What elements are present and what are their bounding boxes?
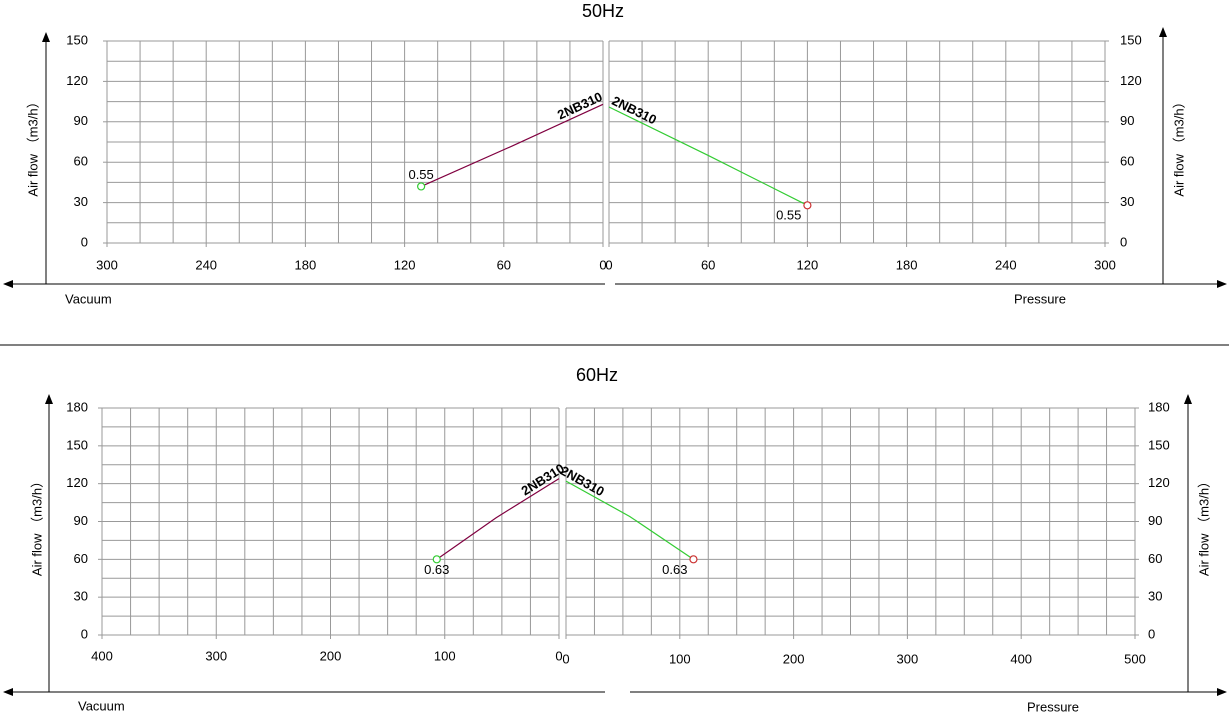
series-name: 2NB310	[519, 461, 567, 499]
x-tick-label: 300	[205, 648, 227, 663]
x-axis-label: Vacuum	[65, 291, 112, 306]
x-tick-label: 400	[1010, 651, 1032, 666]
x-tick-label: 60	[497, 257, 511, 272]
y-tick-label: 150	[66, 437, 88, 452]
x-axis-label: Pressure	[1027, 699, 1079, 714]
x-tick-label: 180	[295, 257, 317, 272]
y-tick-label: 150	[1148, 437, 1170, 452]
series-line	[608, 106, 808, 206]
x-tick-label: 500	[1124, 651, 1146, 666]
x-tick-label: 120	[394, 257, 416, 272]
y-tick-label: 30	[74, 194, 88, 209]
x-tick-label: 300	[1094, 257, 1116, 272]
y-tick-label: 180	[1148, 399, 1170, 414]
y-tick-label: 150	[1120, 32, 1142, 47]
y-tick-label: 0	[81, 626, 88, 641]
y-tick-label: 0	[81, 234, 88, 249]
point-label: 0.63	[424, 562, 449, 577]
y-axis-label: Air flow （m3/h）	[29, 475, 44, 576]
y-tick-label: 120	[66, 73, 88, 88]
y-axis-label: Air flow （m3/h）	[1196, 475, 1211, 576]
x-tick-label: 0	[555, 648, 562, 663]
x-tick-label: 200	[320, 648, 342, 663]
y-tick-label: 90	[1120, 113, 1134, 128]
y-tick-label: 60	[74, 154, 88, 169]
point-label: 0.55	[408, 167, 433, 182]
x-tick-label: 180	[896, 257, 918, 272]
y-axis-label: Air flow （m3/h）	[25, 95, 40, 196]
y-tick-label: 120	[1120, 73, 1142, 88]
operating-point	[432, 555, 441, 564]
y-tick-label: 90	[74, 513, 88, 528]
chart-title: 50Hz	[582, 1, 624, 21]
y-tick-label: 120	[66, 475, 88, 490]
y-tick-label: 0	[1120, 234, 1127, 249]
y-tick-label: 150	[66, 32, 88, 47]
point-label: 0.55	[776, 208, 801, 223]
y-tick-label: 90	[74, 113, 88, 128]
x-tick-label: 400	[91, 648, 113, 663]
y-tick-label: 30	[74, 589, 88, 604]
y-axis-label: Air flow （m3/h）	[1171, 95, 1186, 196]
x-tick-label: 240	[195, 257, 217, 272]
y-tick-label: 0	[1148, 626, 1155, 641]
x-tick-label: 0	[599, 257, 606, 272]
operating-point	[689, 555, 698, 564]
x-tick-label: 100	[669, 651, 691, 666]
series-line	[420, 103, 604, 187]
x-tick-label: 0	[605, 257, 612, 272]
x-tick-label: 0	[562, 651, 569, 666]
y-tick-label: 60	[1120, 154, 1134, 169]
x-tick-label: 300	[96, 257, 118, 272]
x-axis-label: Vacuum	[78, 698, 125, 713]
series-name: 2NB310	[555, 89, 605, 123]
x-tick-label: 300	[897, 651, 919, 666]
series-name: 2NB310	[558, 463, 607, 499]
y-tick-label: 60	[1148, 551, 1162, 566]
x-tick-label: 100	[434, 648, 456, 663]
y-tick-label: 60	[74, 551, 88, 566]
operating-point	[417, 182, 426, 191]
operating-point	[803, 201, 812, 210]
x-tick-label: 240	[995, 257, 1017, 272]
x-tick-label: 60	[701, 257, 715, 272]
y-tick-label: 120	[1148, 475, 1170, 490]
y-tick-label: 30	[1120, 194, 1134, 209]
y-tick-label: 30	[1148, 589, 1162, 604]
point-label: 0.63	[662, 562, 687, 577]
y-tick-label: 90	[1148, 513, 1162, 528]
x-tick-label: 120	[797, 257, 819, 272]
series-line	[565, 480, 694, 560]
x-tick-label: 200	[783, 651, 805, 666]
series-line	[436, 478, 560, 560]
x-axis-label: Pressure	[1014, 291, 1066, 306]
y-tick-label: 180	[66, 399, 88, 414]
chart-title: 60Hz	[576, 365, 618, 385]
